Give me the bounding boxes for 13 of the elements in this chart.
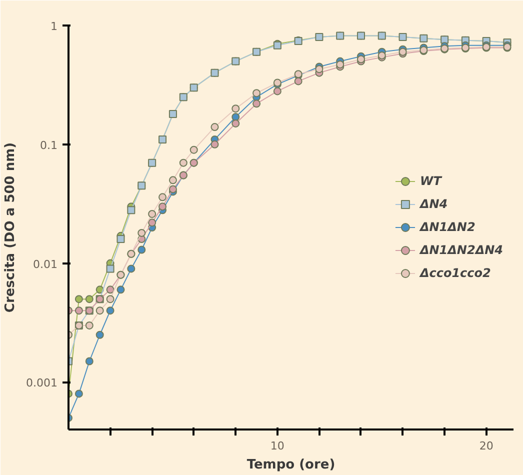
legend-label: Δcco1cco2 xyxy=(420,266,491,280)
legend-label: ΔN1ΔN2 xyxy=(420,220,476,234)
legend-label: ΔN1ΔN2ΔN4 xyxy=(420,243,503,257)
y-tick-label: 1 xyxy=(50,20,58,33)
legend-label: WT xyxy=(420,174,442,188)
y-tick-label: 0.01 xyxy=(33,258,58,271)
x-tick-label: 10 xyxy=(270,440,284,452)
y-axis-title: Crescita (DO a 500 nm) xyxy=(3,142,18,313)
y-tick-label: 0.001 xyxy=(26,376,58,390)
legend-label: ΔN4 xyxy=(420,197,448,211)
x-axis-title: Tempo (ore) xyxy=(246,458,336,472)
y-tick-label: 0.1 xyxy=(40,138,58,152)
x-tick-label: 20 xyxy=(479,440,494,452)
